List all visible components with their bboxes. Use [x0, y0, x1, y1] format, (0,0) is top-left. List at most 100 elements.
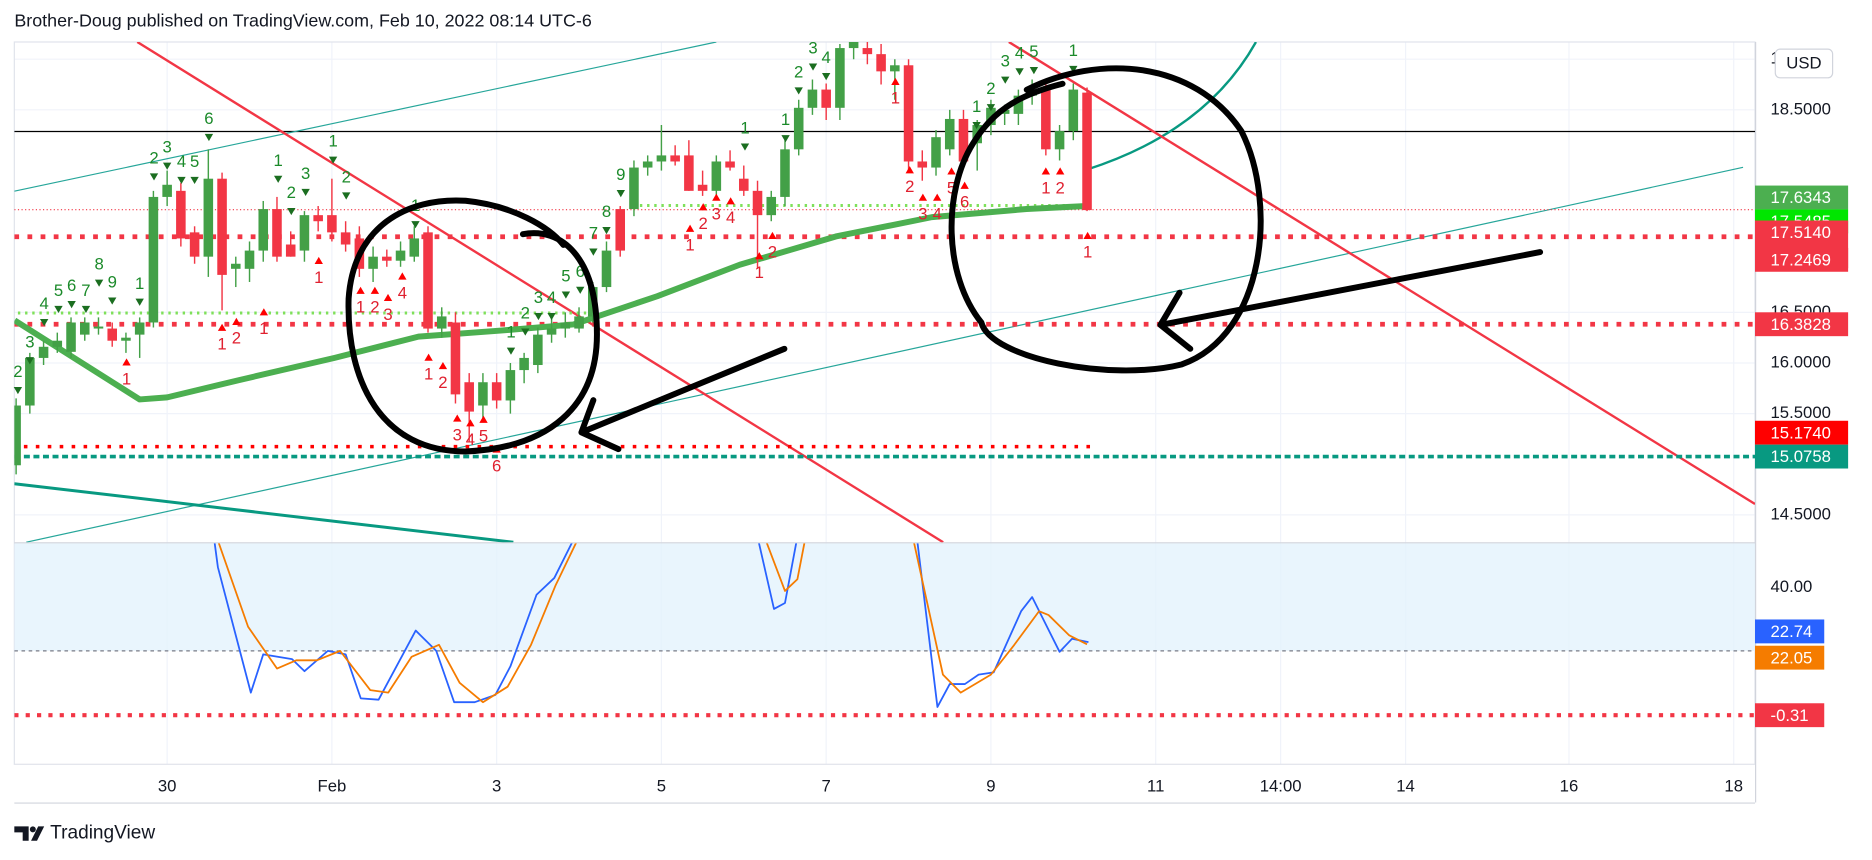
- td-marker: [534, 313, 543, 321]
- candle-body: [890, 65, 900, 72]
- candle-body: [285, 244, 296, 257]
- td-marker: [781, 135, 790, 143]
- td-count-down: 4: [933, 205, 942, 224]
- currency-button[interactable]: [1774, 48, 1834, 79]
- td-count-up: 3: [1001, 52, 1010, 71]
- td-count-up: 2: [521, 304, 530, 323]
- candle-body: [25, 357, 35, 406]
- td-count-down: 2: [1056, 178, 1065, 197]
- td-marker: [177, 176, 186, 185]
- candle-body: [519, 357, 529, 371]
- td-count-up: 2: [287, 183, 296, 202]
- td-count-down: 1: [356, 298, 365, 317]
- candle-body: [121, 337, 131, 341]
- td-marker: [162, 162, 172, 170]
- circle-annotation: [948, 65, 1264, 374]
- price-tag-label: 16.3828: [1771, 315, 1831, 334]
- candle-body: [876, 54, 886, 72]
- td-marker: [972, 121, 981, 130]
- candle-body: [14, 405, 21, 466]
- price-tag: [1755, 185, 1849, 210]
- brand-logo: [14, 826, 45, 841]
- axes: 30 Feb 3 5 7 9 11 14:00 14 16 1814.500015.500016.0…: [158, 49, 1849, 795]
- td-count-down: 1: [259, 319, 268, 338]
- td-marker: [699, 203, 708, 211]
- td-count-up: 7: [81, 281, 90, 300]
- td-marker: [383, 293, 393, 302]
- candle-body: [1082, 92, 1092, 211]
- td-marker: [273, 175, 283, 183]
- td-marker: [589, 248, 598, 256]
- candle-body: [1068, 89, 1079, 132]
- candle-body: [313, 215, 323, 222]
- td-count-down: 1: [1041, 178, 1050, 197]
- td-count-down: 1: [891, 89, 900, 108]
- td-count-down: 2: [370, 298, 379, 317]
- price-tag: [1755, 444, 1849, 469]
- td-count-up: 4: [40, 294, 49, 313]
- candle-body: [244, 250, 255, 269]
- td-count-down: 5: [947, 178, 956, 197]
- td-marker: [768, 231, 777, 239]
- candle-body: [670, 155, 680, 162]
- price-tag-label: 17.5140: [1771, 223, 1831, 242]
- brand-name: TradingView: [50, 823, 155, 844]
- td-marker: [1069, 65, 1078, 74]
- td-count-up: 5: [1029, 42, 1038, 61]
- candle-body: [739, 178, 749, 191]
- td-marker: [204, 133, 214, 142]
- td-marker: [960, 181, 969, 189]
- candle-body: [766, 196, 777, 216]
- trend-line: [14, 482, 514, 543]
- td-marker: [726, 197, 735, 205]
- price-tag: [1755, 247, 1849, 272]
- candle-body: [148, 196, 159, 323]
- candle-body: [464, 382, 474, 412]
- candle-body: [1013, 95, 1024, 114]
- td-count-down: 4: [466, 430, 475, 449]
- price-tag-label: 17.6343: [1771, 188, 1831, 207]
- td-count-up: 1: [1069, 41, 1078, 60]
- trend-line: [136, 41, 944, 543]
- td-marker: [1055, 167, 1065, 175]
- td-marker: [891, 77, 900, 85]
- td-count-up: 2: [342, 168, 351, 187]
- td-marker: [547, 313, 556, 321]
- td-count-up: 1: [972, 97, 981, 116]
- td-marker: [479, 415, 488, 423]
- level-tag: [1755, 703, 1825, 728]
- td-count-down: 4: [398, 283, 407, 302]
- overbought-band: [14, 543, 1755, 651]
- td-count-up: 9: [616, 165, 625, 184]
- td-marker: [259, 308, 269, 316]
- candle-body: [807, 89, 818, 108]
- candle-body: [436, 316, 447, 329]
- td-marker: [314, 256, 323, 265]
- candle-body: [821, 89, 831, 108]
- value-tag: [1755, 619, 1825, 644]
- td-count-up: 9: [108, 273, 117, 292]
- candle-body: [862, 48, 873, 55]
- header-text: Brother-Doug published on TradingView.co…: [14, 10, 592, 30]
- y-tick-label: 18.5000: [1771, 99, 1831, 118]
- td-marker: [108, 297, 117, 305]
- td-marker: [506, 347, 516, 355]
- trend-line: [14, 41, 717, 192]
- td-marker: [1083, 231, 1092, 239]
- candle-body: [66, 322, 76, 352]
- td-marker: [821, 73, 831, 81]
- currency-label[interactable]: USD: [1786, 53, 1821, 72]
- trend-curve: [1086, 41, 1258, 171]
- td-count-down: 2: [905, 177, 914, 196]
- candle-body: [725, 161, 735, 168]
- candle-body: [368, 256, 378, 269]
- td-marker: [190, 176, 199, 185]
- candle-body: [231, 263, 241, 269]
- candle-body: [505, 370, 516, 401]
- td-count-down: 4: [726, 208, 735, 227]
- td-count-up: 1: [506, 323, 515, 342]
- trend-line: [26, 166, 1744, 543]
- candle-body: [917, 161, 928, 168]
- candle-body: [258, 209, 269, 251]
- td-marker: [217, 323, 227, 331]
